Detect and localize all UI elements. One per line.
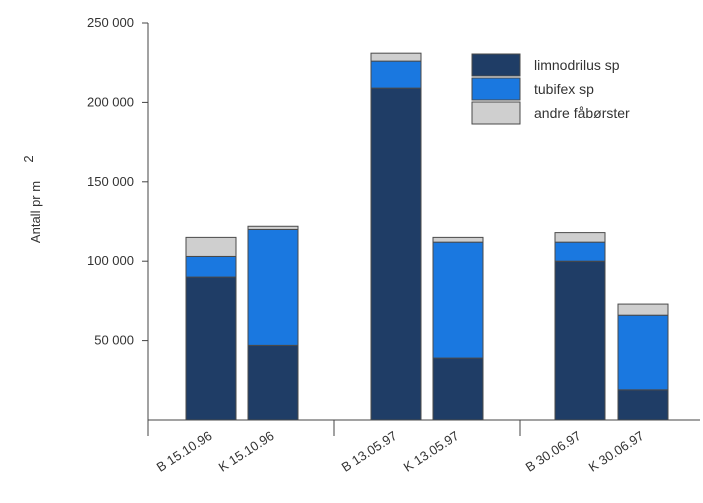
- bar-segment: [370, 52, 422, 62]
- bar-segment: [247, 228, 299, 346]
- x-tick-label: K 30.06.97: [586, 428, 647, 475]
- y-axis-label: Antall pr m: [28, 181, 43, 243]
- bar-segment: [247, 225, 299, 230]
- bar-segment: [554, 232, 606, 243]
- legend-label: tubifex sp: [534, 81, 594, 97]
- legend-label: andre fåbørster: [534, 105, 630, 121]
- x-tick-label: K 13.05.97: [401, 428, 462, 475]
- y-tick-label: 50 000: [94, 333, 134, 348]
- x-axis: B 15.10.96 K 15.10.96 B 13.05.97 K 13.05.97…: [147, 419, 700, 475]
- bar-segment: [370, 87, 422, 421]
- y-axis: 50 000 100 000 150 000 200 000 250 000: [87, 15, 149, 420]
- legend-label: limnodrilus sp: [534, 57, 620, 73]
- bar-segment: [432, 357, 484, 421]
- x-tick-label: B 15.10.96: [154, 428, 215, 475]
- y-axis-label-text: Antall pr m: [28, 181, 43, 243]
- y-tick-label: 250 000: [87, 15, 134, 30]
- bar-segment: [554, 260, 606, 421]
- bar-segment: [617, 303, 669, 316]
- bar-segment: [247, 344, 299, 421]
- bar-segment: [432, 236, 484, 243]
- bar-segment: [185, 276, 237, 421]
- legend-swatch: [471, 53, 521, 77]
- legend: limnodrilus sp tubifex sp andre fåbørster: [471, 53, 630, 125]
- bar-segment: [617, 389, 669, 421]
- y-tick-label: 150 000: [87, 174, 134, 189]
- x-tick-label: K 15.10.96: [216, 428, 277, 475]
- legend-swatch: [471, 77, 521, 101]
- y-tick-label: 100 000: [87, 253, 134, 268]
- bar-segment: [432, 241, 484, 359]
- x-tick-label: B 30.06.97: [523, 428, 584, 475]
- bars: [185, 52, 669, 421]
- y-axis-label-superscript: 2: [21, 155, 36, 162]
- bar-segment: [185, 236, 237, 257]
- x-tick-label: B 13.05.97: [339, 428, 400, 475]
- bar-segment: [370, 60, 422, 89]
- bar-segment: [554, 241, 606, 262]
- bar-segment: [185, 255, 237, 278]
- legend-swatch: [471, 101, 521, 125]
- y-tick-label: 200 000: [87, 94, 134, 109]
- bar-segment: [617, 314, 669, 391]
